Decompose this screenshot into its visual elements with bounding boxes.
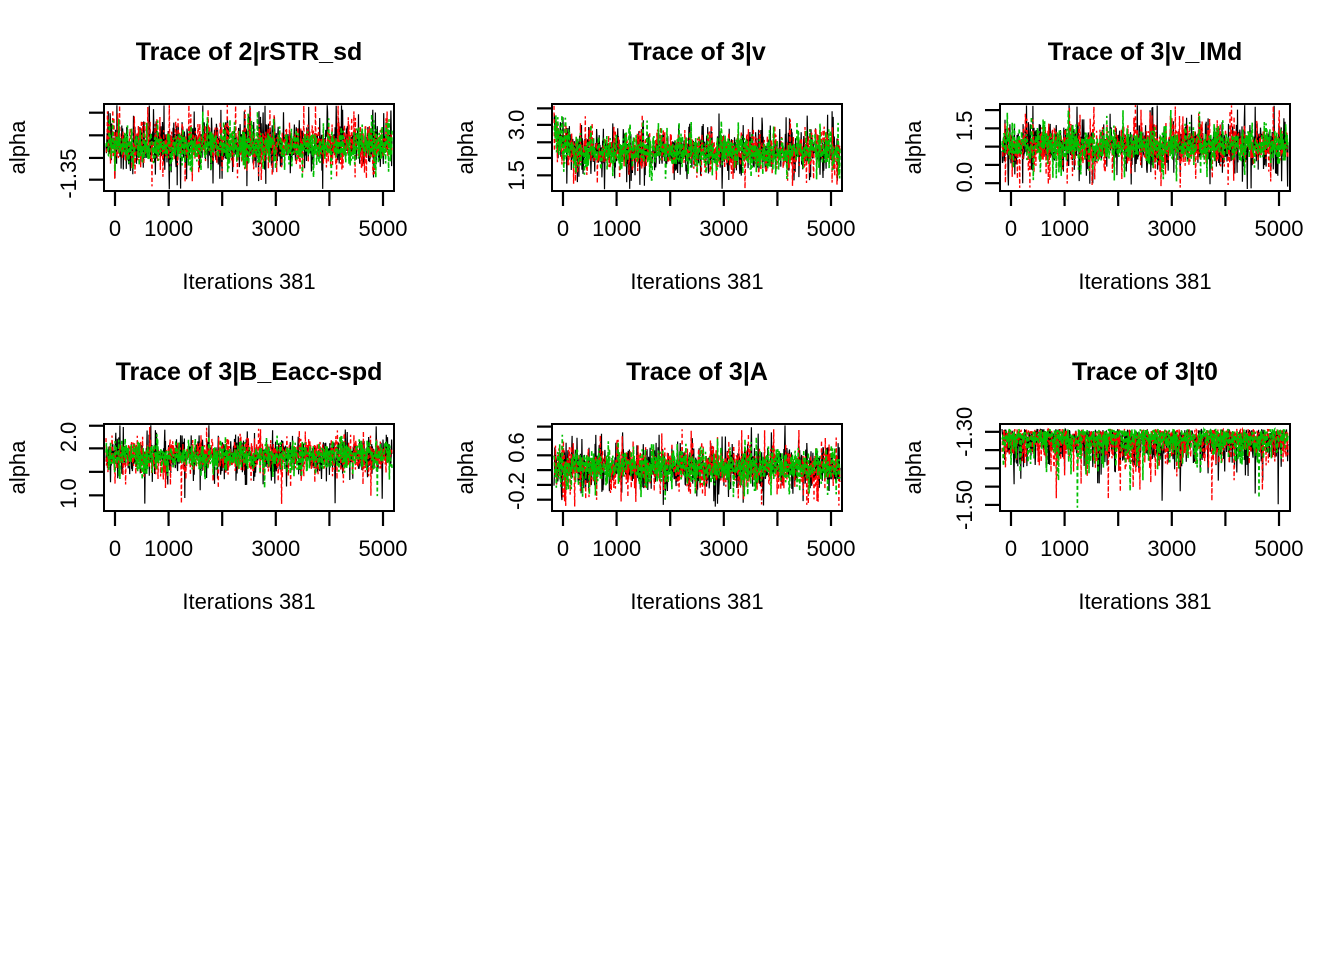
x-axis-label: Iterations 381 — [630, 589, 763, 614]
x-axis-label: Iterations 381 — [182, 269, 315, 294]
trace-plot-svg-t0: Trace of 3|t0 alpha -1.30 -1.50 0 1000 3000 500… — [901, 358, 1304, 614]
x-tick-label: 1000 — [592, 536, 641, 561]
y-tick-label: 1.5 — [504, 160, 529, 191]
x-tick-label: 0 — [109, 536, 121, 561]
trace-lines — [553, 105, 841, 190]
x-tick-label: 1000 — [144, 216, 193, 241]
panel-title: Trace of 3|v — [628, 38, 766, 66]
y-axis-label: alpha — [901, 120, 926, 175]
panel-title: Trace of 2|rSTR_sd — [136, 38, 363, 66]
y-tick-label: 0.0 — [952, 162, 977, 193]
y-axis-label: alpha — [453, 440, 478, 495]
x-tick-label: 5000 — [807, 216, 856, 241]
x-tick-label: 0 — [557, 216, 569, 241]
trace-line-chain-3 — [553, 434, 841, 500]
x-tick-label: 5000 — [807, 536, 856, 561]
panel-title: Trace of 3|B_Eacc-spd — [116, 358, 383, 386]
y-tick-label: -1.30 — [952, 407, 977, 457]
trace-line-chain-3 — [1001, 426, 1289, 508]
y-tick-label: 1.5 — [952, 111, 977, 142]
trace-lines — [1001, 426, 1289, 508]
y-tick-label: -1.35 — [56, 149, 81, 199]
x-tick-label: 5000 — [359, 536, 408, 561]
x-tick-label: 5000 — [1255, 536, 1304, 561]
y-tick-label: 1.0 — [56, 478, 81, 509]
x-tick-label: 0 — [557, 536, 569, 561]
x-tick-label: 0 — [1005, 216, 1017, 241]
trace-line-chain-3 — [1001, 109, 1289, 182]
y-tick-label: 2.0 — [56, 422, 81, 453]
x-axis-label: Iterations 381 — [1078, 589, 1211, 614]
y-axis-label: alpha — [5, 120, 30, 175]
trace-line-chain-3 — [105, 434, 393, 497]
y-tick-label: 0.6 — [504, 432, 529, 463]
x-tick-label: 3000 — [699, 536, 748, 561]
y-axis-label: alpha — [901, 440, 926, 495]
trace-line-chain-3 — [553, 114, 841, 182]
x-tick-label: 3000 — [251, 536, 300, 561]
panel-title: Trace of 3|v_lMd — [1048, 38, 1243, 66]
x-tick-label: 1000 — [144, 536, 193, 561]
x-tick-label: 5000 — [1255, 216, 1304, 241]
trace-lines — [105, 105, 393, 190]
trace-lines — [105, 425, 393, 504]
x-tick-label: 3000 — [251, 216, 300, 241]
x-tick-label: 0 — [1005, 536, 1017, 561]
x-axis-label: Iterations 381 — [182, 589, 315, 614]
y-tick-label: 3.0 — [504, 110, 529, 141]
x-tick-label: 1000 — [1040, 216, 1089, 241]
trace-panel-t0: Trace of 3|t0 alpha -1.30 -1.50 0 1000 3000 500… — [896, 320, 1344, 640]
x-tick-label: 1000 — [592, 216, 641, 241]
trace-line-chain-2 — [1001, 105, 1289, 188]
x-axis-label: Iterations 381 — [630, 269, 763, 294]
trace-lines — [553, 425, 841, 507]
x-tick-label: 5000 — [359, 216, 408, 241]
y-tick-label: -0.2 — [504, 472, 529, 510]
trace-panel-v: Trace of 3|v alpha 3.0 1.5 0 1000 3000 5000 Iter… — [448, 0, 896, 320]
trace-panel-a: Trace of 3|A alpha 0.6 -0.2 0 1000 3000 5000 Ite… — [448, 320, 896, 640]
y-axis-label: alpha — [453, 120, 478, 175]
x-axis-label: Iterations 381 — [1078, 269, 1211, 294]
y-axis-label: alpha — [5, 440, 30, 495]
x-tick-label: 1000 — [1040, 536, 1089, 561]
x-tick-label: 3000 — [1147, 216, 1196, 241]
trace-plot-svg-a: Trace of 3|A alpha 0.6 -0.2 0 1000 3000 5000 Ite… — [453, 358, 856, 614]
trace-plot-svg-v: Trace of 3|v alpha 3.0 1.5 0 1000 3000 5000 Iter… — [453, 38, 856, 294]
panel-title: Trace of 3|A — [626, 358, 768, 386]
trace-lines — [1001, 105, 1289, 190]
x-tick-label: 0 — [109, 216, 121, 241]
y-tick-label: -1.50 — [952, 480, 977, 530]
trace-line-chain-3 — [105, 111, 393, 180]
x-tick-label: 3000 — [699, 216, 748, 241]
panel-title: Trace of 3|t0 — [1072, 358, 1218, 386]
x-tick-label: 3000 — [1147, 536, 1196, 561]
